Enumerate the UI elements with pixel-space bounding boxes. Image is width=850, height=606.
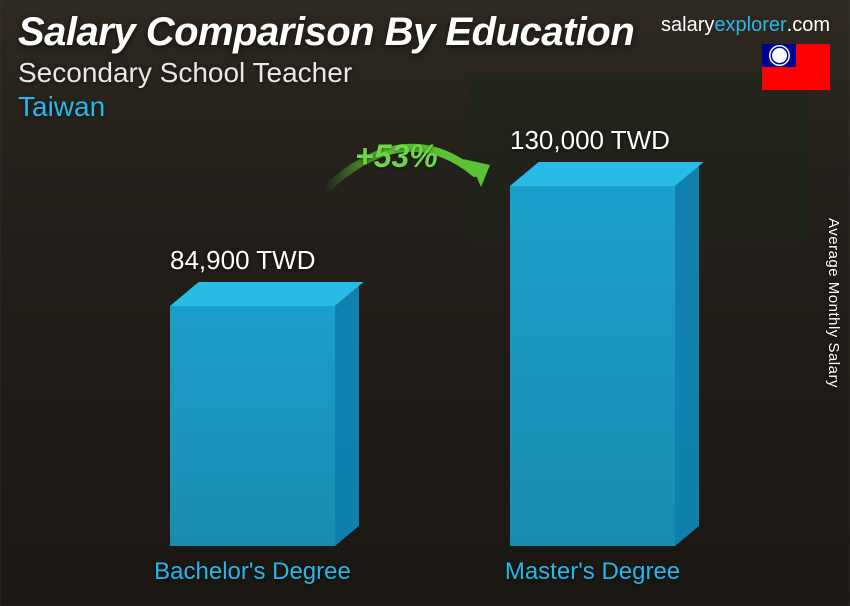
job-subtitle: Secondary School Teacher: [18, 57, 832, 89]
brand-part3: .com: [787, 14, 830, 36]
bar-side: [335, 286, 359, 546]
bar-1: 130,000 TWDMaster's Degree: [510, 186, 675, 546]
percent-increase: +53%: [355, 138, 438, 175]
brand-part2: explorer: [714, 14, 786, 36]
brand-part1: salary: [661, 14, 714, 36]
bar-top: [510, 162, 704, 186]
bar-top: [170, 282, 364, 306]
bar-category-label: Bachelor's Degree: [154, 558, 351, 586]
flag-sun-icon: [772, 48, 787, 63]
country-label: Taiwan: [18, 91, 832, 123]
bar-category-label: Master's Degree: [505, 558, 680, 586]
bar-value-label: 84,900 TWD: [170, 245, 315, 276]
brand-logo: salaryexplorer.com: [661, 14, 830, 37]
bar-front: [510, 186, 675, 546]
flag-taiwan: [762, 44, 830, 90]
salary-chart: 84,900 TWDBachelor's Degree130,000 TWDMa…: [0, 150, 850, 606]
flag-canton: [762, 44, 796, 67]
bar-value-label: 130,000 TWD: [510, 125, 670, 156]
bar-side: [675, 166, 699, 546]
bar-front: [170, 306, 335, 546]
bar-0: 84,900 TWDBachelor's Degree: [170, 306, 335, 546]
